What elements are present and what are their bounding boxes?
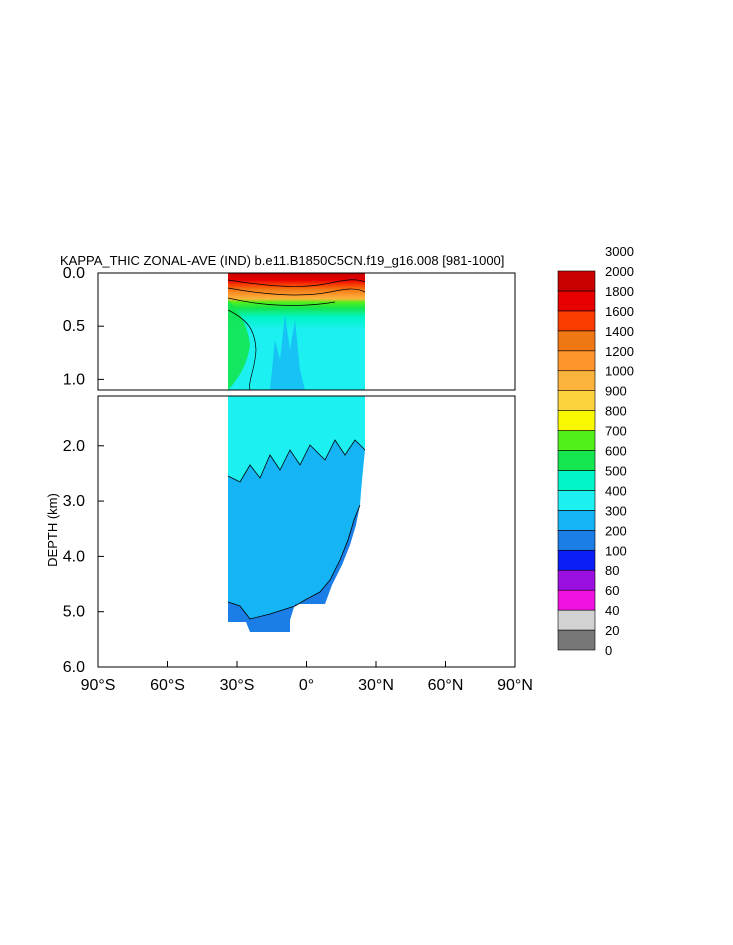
colorbar-swatch	[557, 510, 596, 531]
colorbar-swatch	[557, 530, 596, 551]
colorbar-swatch	[557, 589, 596, 611]
y-axis-ticks: 0.0 0.5 1.0 2.0 3.0 4.0 5.0 6.0	[63, 265, 104, 676]
chart-title: KAPPA_THIC ZONAL-AVE (IND) b.e11.B1850C5…	[60, 253, 504, 268]
colorbar-swatch	[557, 370, 596, 391]
y-tick-label: 2.0	[63, 438, 85, 455]
colorbar-label: 40	[605, 603, 619, 618]
colorbar-label: 100	[605, 543, 627, 558]
colorbar-swatch	[557, 330, 596, 352]
colorbar-label: 900	[605, 384, 627, 399]
colorbar-swatch	[557, 490, 596, 511]
colorbar-swatch	[557, 549, 596, 571]
x-axis-ticks: 90°S 60°S 30°S 0° 30°N 60°N 90°N	[81, 661, 533, 694]
x-tick-label: 90°N	[497, 677, 533, 694]
colorbar-swatch	[557, 609, 596, 631]
colorbar-label: 700	[605, 424, 627, 439]
colorbar-label: 300	[605, 503, 627, 518]
lower-upper-water	[228, 396, 365, 482]
y-tick-label: 1.0	[63, 371, 85, 388]
colorbar-label: 200	[605, 523, 627, 538]
lower-deep-water	[228, 440, 365, 619]
colorbar-swatch	[557, 470, 596, 491]
colorbar-swatch	[557, 410, 596, 431]
x-tick-label: 30°S	[220, 677, 255, 694]
upper-panel-frame	[97, 272, 516, 391]
upper-green-left-edge	[228, 300, 250, 390]
colorbar-swatch	[557, 310, 596, 332]
colorbar-label: 3000	[605, 244, 634, 259]
y-tick-label: 0.5	[63, 318, 85, 335]
x-tick-label: 0°	[299, 677, 314, 694]
colorbar-label: 1000	[605, 364, 634, 379]
y-axis-label: DEPTH (km)	[45, 493, 60, 567]
colorbar-label: 2000	[605, 264, 634, 279]
upper-deep-patches	[270, 315, 305, 390]
lower-panel	[227, 396, 366, 632]
colorbar-label: 20	[605, 623, 619, 638]
colorbar-swatch	[557, 270, 596, 292]
colorbar-label: 1800	[605, 284, 634, 299]
colorbar-label: 80	[605, 563, 619, 578]
y-tick-label: 3.0	[63, 493, 85, 510]
colorbar-label: 400	[605, 483, 627, 498]
colorbar-label: 1400	[605, 324, 634, 339]
upper-contour-lines	[227, 279, 366, 390]
colorbar-swatch	[557, 430, 596, 451]
upper-panel	[227, 273, 366, 390]
colorbar-label: 600	[605, 444, 627, 459]
x-tick-label: 60°S	[150, 677, 185, 694]
colorbar-swatch	[557, 350, 596, 372]
colorbar-swatch	[557, 450, 596, 471]
colorbar-label: 1200	[605, 344, 634, 359]
colorbar-swatch	[557, 629, 596, 651]
x-tick-label: 90°S	[81, 677, 116, 694]
lower-contour-lines	[227, 439, 366, 620]
y-tick-label: 4.0	[63, 548, 85, 565]
y-tick-label: 6.0	[63, 659, 85, 676]
x-tick-label: 60°N	[428, 677, 464, 694]
colorbar-label: 0	[605, 643, 612, 658]
colorbar-label: 800	[605, 404, 627, 419]
y-tick-label: 0.0	[63, 265, 85, 282]
y-tick-label: 5.0	[63, 604, 85, 621]
colorbar-label: 500	[605, 463, 627, 478]
colorbar: 0 20 40 60 80 100 200 300 400 500 600 700 800 900 1000…	[557, 244, 634, 658]
x-tick-label: 30°N	[358, 677, 394, 694]
colorbar-swatch	[557, 569, 596, 591]
colorbar-label: 1600	[605, 304, 634, 319]
colorbar-label: 60	[605, 583, 619, 598]
colorbar-swatch	[557, 290, 596, 312]
colorbar-swatch	[557, 390, 596, 411]
